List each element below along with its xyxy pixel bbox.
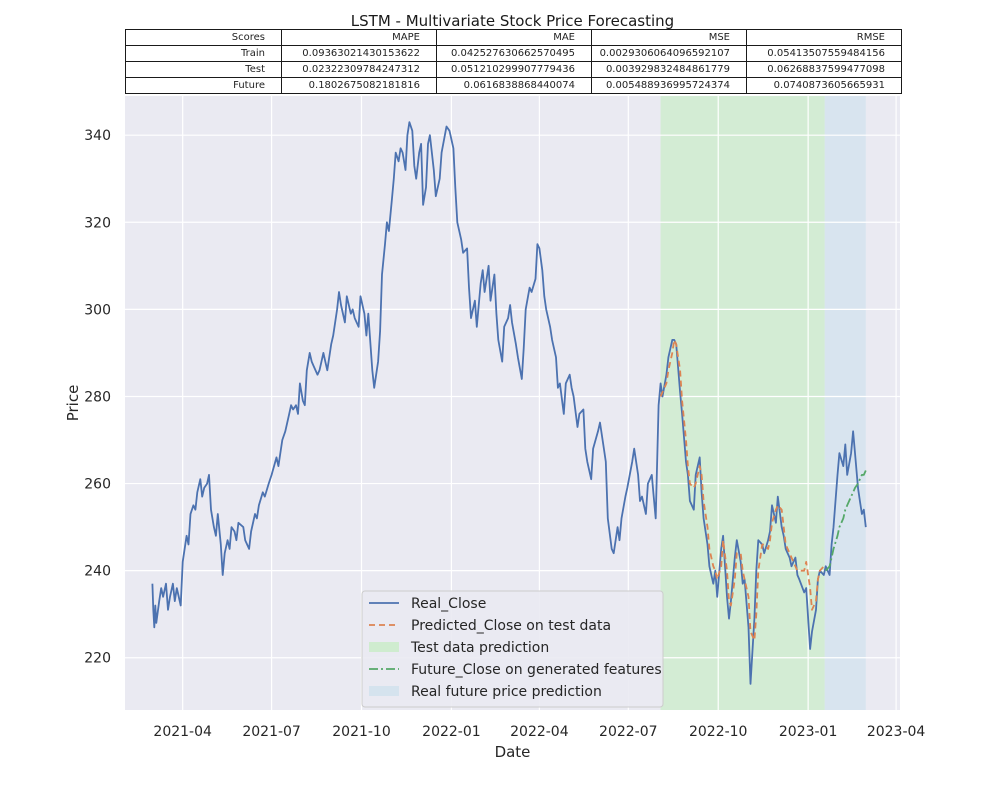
y-tick-label: 340 [84,128,111,144]
chart-title: LSTM - Multivariate Stock Price Forecast… [350,12,675,30]
scores-cell: 0.05413507559484156 [746,45,902,62]
scores-table-header-row: Scores MAPE MAE MSE RMSE [125,29,902,46]
x-tick-label: 2023-04 [867,724,926,740]
scores-cell: 0.0740873605665931 [746,77,902,94]
scores-cell: 0.005488936995724374 [591,77,747,94]
scores-cell: 0.003929832484861779 [591,61,747,78]
x-tick-label: 2022-10 [689,724,748,740]
scores-table-row: Future 0.1802675082181816 0.061683886844… [125,77,902,94]
legend-label: Predicted_Close on test data [411,618,611,634]
future-close-line [825,470,867,572]
x-tick-label: 2023-01 [779,724,838,740]
legend-swatch [369,642,399,652]
test-prediction-band [660,96,825,710]
scores-cell: 0.1802675082181816 [281,77,437,94]
scores-header-cell: RMSE [746,29,902,46]
y-tick-label: 260 [84,477,111,493]
real-close-line [151,121,867,685]
x-tick-label: 2021-10 [332,724,391,740]
ticks-layer: 220 240 260 280 300 320 340 2021-04 2021-07 2021-… [84,128,925,740]
legend-label: Real_Close [411,596,486,612]
y-tick-label: 240 [84,564,111,580]
scores-cell: 0.0616838868440074 [436,77,592,94]
x-tick-label: 2021-04 [153,724,212,740]
x-axis-label: Date [495,743,531,761]
scores-row-label: Future [125,77,282,94]
scores-header-cell: MSE [591,29,747,46]
x-tick-label: 2022-07 [599,724,658,740]
scores-header-cell: MAE [436,29,592,46]
scores-row-label: Train [125,45,282,62]
scores-cell: 0.0029306064096592107 [591,45,747,62]
legend-label: Future_Close on generated features [411,662,662,678]
future-prediction-band [824,96,866,710]
legend-label: Real future price prediction [411,684,602,700]
x-tick-label: 2021-07 [242,724,301,740]
x-tick-label: 2022-04 [510,724,569,740]
x-tick-label: 2022-01 [422,724,481,740]
y-tick-label: 220 [84,651,111,667]
scores-table-row: Train 0.09363021430153622 0.042527630662… [125,45,902,62]
legend: Real_Close Predicted_Close on test data Te… [361,590,664,708]
scores-cell: 0.09363021430153622 [281,45,437,62]
y-tick-label: 300 [84,302,111,318]
scores-header-cell: Scores [125,29,282,46]
bands-layer [660,96,866,710]
predicted-close-line [659,339,825,642]
scores-cell: 0.02322309784247312 [281,61,437,78]
scores-row-label: Test [125,61,282,78]
legend-swatch [369,686,399,696]
y-axis-label: Price [64,385,82,422]
legend-box [361,590,664,708]
scores-cell: 0.06268837599477098 [746,61,902,78]
scores-table-row: Test 0.02322309784247312 0.0512102999077… [125,61,902,78]
y-tick-label: 280 [84,389,111,405]
legend-label: Test data prediction [410,640,549,656]
scores-header-cell: MAPE [281,29,437,46]
y-tick-label: 320 [84,215,111,231]
series-layer [151,121,867,685]
scores-table: Scores MAPE MAE MSE RMSE Train 0.0936302… [125,29,902,94]
